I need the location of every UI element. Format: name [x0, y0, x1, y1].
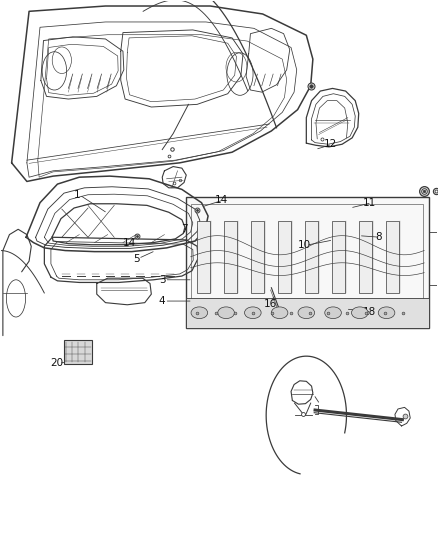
- Ellipse shape: [191, 307, 208, 319]
- Ellipse shape: [352, 307, 368, 319]
- Text: 1: 1: [74, 190, 81, 200]
- Ellipse shape: [378, 307, 395, 319]
- FancyBboxPatch shape: [332, 221, 345, 293]
- Text: 12: 12: [324, 139, 337, 149]
- Ellipse shape: [271, 307, 288, 319]
- FancyBboxPatch shape: [224, 221, 237, 293]
- FancyBboxPatch shape: [186, 197, 428, 328]
- Text: 5: 5: [133, 254, 139, 263]
- FancyBboxPatch shape: [386, 221, 399, 293]
- FancyBboxPatch shape: [278, 221, 291, 293]
- Text: 3: 3: [159, 275, 166, 285]
- FancyBboxPatch shape: [64, 340, 92, 365]
- Text: 10: 10: [297, 240, 311, 250]
- FancyBboxPatch shape: [251, 221, 264, 293]
- Text: 20: 20: [50, 358, 63, 368]
- Text: 14: 14: [123, 238, 136, 247]
- Text: 4: 4: [159, 296, 166, 306]
- Ellipse shape: [298, 307, 314, 319]
- Text: 11: 11: [363, 198, 376, 208]
- FancyBboxPatch shape: [197, 221, 210, 293]
- Text: 16: 16: [264, 298, 277, 309]
- Ellipse shape: [244, 307, 261, 319]
- Ellipse shape: [218, 307, 234, 319]
- FancyBboxPatch shape: [186, 298, 428, 328]
- FancyBboxPatch shape: [305, 221, 318, 293]
- FancyBboxPatch shape: [359, 221, 372, 293]
- Text: 8: 8: [375, 232, 381, 243]
- Ellipse shape: [325, 307, 341, 319]
- Text: 14: 14: [215, 195, 228, 205]
- Text: 18: 18: [363, 306, 376, 317]
- Text: 7: 7: [181, 224, 187, 235]
